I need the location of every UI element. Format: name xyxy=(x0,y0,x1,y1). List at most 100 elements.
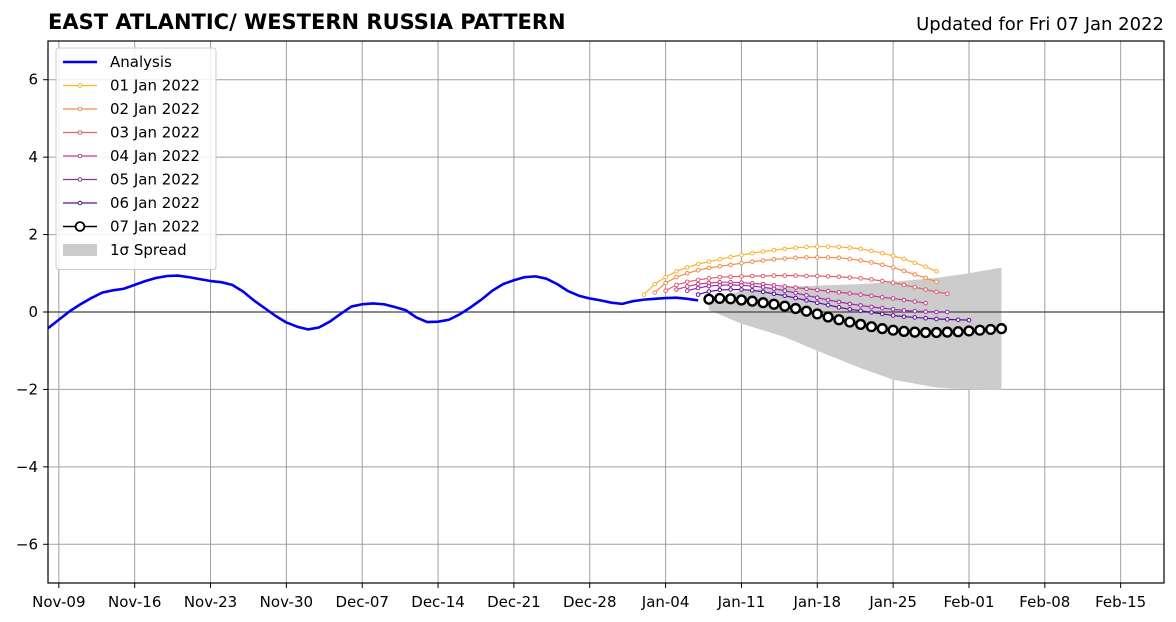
forecast-point xyxy=(793,273,798,278)
legend-label: 02 Jan 2022 xyxy=(110,100,200,118)
forecast-point xyxy=(735,294,748,306)
legend-swatch-marker xyxy=(77,153,83,159)
forecast-point xyxy=(804,298,809,303)
forecast-point xyxy=(858,303,863,308)
x-tick-label: Nov-16 xyxy=(108,593,161,611)
legend-swatch-marker xyxy=(74,221,86,232)
legend-label: 05 Jan 2022 xyxy=(110,171,200,189)
forecast-point xyxy=(901,308,907,313)
legend-label: 07 Jan 2022 xyxy=(110,218,200,236)
forecast-point xyxy=(825,297,831,303)
forecast-point xyxy=(930,326,943,339)
forecast-series xyxy=(684,282,950,315)
forecast-point xyxy=(890,280,896,285)
legend-item: 07 Jan 2022 xyxy=(63,218,200,236)
legend-item: 04 Jan 2022 xyxy=(63,147,200,165)
forecast-point xyxy=(757,297,769,309)
forecast-point xyxy=(652,281,658,287)
forecast-point xyxy=(739,274,744,279)
forecast-point xyxy=(825,274,831,279)
legend-item: 1σ Spread xyxy=(63,241,187,259)
forecast-point xyxy=(901,282,907,288)
forecast-point xyxy=(771,273,777,278)
forecast-point xyxy=(695,285,701,291)
forecast-point xyxy=(945,317,950,322)
chart-subtitle: Updated for Fri 07 Jan 2022 xyxy=(916,14,1164,35)
forecast-point xyxy=(901,268,907,274)
forecast-point xyxy=(728,287,733,292)
forecast-point xyxy=(804,244,809,250)
forecast-point xyxy=(844,316,856,328)
forecast-point xyxy=(890,253,896,259)
forecast-point xyxy=(782,288,788,294)
forecast-point xyxy=(768,298,780,310)
forecast-point xyxy=(782,273,788,278)
forecast-point xyxy=(934,309,939,315)
forecast-point xyxy=(912,284,918,290)
forecast-point xyxy=(771,286,777,292)
legend-swatch-marker xyxy=(77,106,83,112)
forecast-point xyxy=(771,247,777,253)
y-tick-label: −4 xyxy=(16,458,38,476)
forecast-point xyxy=(923,309,928,314)
forecast-point xyxy=(749,283,755,289)
forecast-point xyxy=(847,256,853,262)
forecast-point xyxy=(793,245,798,251)
legend-box xyxy=(55,47,217,270)
x-tick-label: Jan-04 xyxy=(641,593,690,611)
forecast-point xyxy=(847,275,853,280)
forecast-point xyxy=(836,244,842,250)
forecast-point xyxy=(890,306,896,312)
forecast-point xyxy=(836,289,842,295)
forecast-point xyxy=(749,273,755,279)
forecast-point xyxy=(760,249,766,254)
forecast-point xyxy=(912,308,918,314)
legend-swatch-marker xyxy=(77,130,83,135)
forecast-point xyxy=(674,282,679,288)
forecast-point xyxy=(869,293,874,299)
forecast-point xyxy=(739,260,744,266)
forecast-point xyxy=(858,246,863,252)
forecast-point xyxy=(858,258,863,263)
forecast-point xyxy=(858,276,863,281)
forecast-point xyxy=(833,314,845,326)
forecast-point xyxy=(814,295,820,300)
forecast-point xyxy=(760,258,766,263)
forecast-point xyxy=(695,281,701,287)
spread-band xyxy=(708,267,1002,391)
forecast-point xyxy=(760,284,766,290)
legend-label: 1σ Spread xyxy=(110,241,187,259)
forecast-point xyxy=(934,279,939,285)
y-tick-label: 4 xyxy=(28,148,38,166)
forecast-point xyxy=(869,248,874,254)
forecast-point xyxy=(825,255,831,260)
forecast-point xyxy=(836,255,842,261)
legend-item: 06 Jan 2022 xyxy=(63,194,200,212)
forecast-point xyxy=(641,292,647,297)
forecast-point xyxy=(814,273,820,279)
forecast-point xyxy=(739,282,744,288)
forecast-point xyxy=(836,305,842,310)
forecast-point xyxy=(923,300,928,306)
legend-item: 05 Jan 2022 xyxy=(63,171,200,189)
forecast-point xyxy=(804,286,809,292)
forecast-point xyxy=(923,287,928,292)
forecast-point xyxy=(706,289,712,294)
forecast-point xyxy=(879,250,885,256)
series-layer xyxy=(47,244,1008,339)
forecast-point xyxy=(717,287,723,293)
forecast-point xyxy=(945,291,950,297)
forecast-point xyxy=(804,293,809,298)
forecast-point xyxy=(966,317,972,323)
x-tick-label: Jan-18 xyxy=(792,593,841,611)
forecast-point xyxy=(825,288,831,294)
legend-swatch-spread xyxy=(63,244,97,256)
forecast-point xyxy=(890,313,896,318)
forecast-point xyxy=(684,270,690,276)
forecast-point xyxy=(945,309,950,315)
forecast-point xyxy=(898,325,910,337)
chart-title: EAST ATLANTIC/ WESTERN RUSSIA PATTERN xyxy=(48,10,566,34)
y-tick-label: 6 xyxy=(28,71,38,89)
forecast-point xyxy=(879,278,885,284)
forecast-point xyxy=(717,274,723,280)
